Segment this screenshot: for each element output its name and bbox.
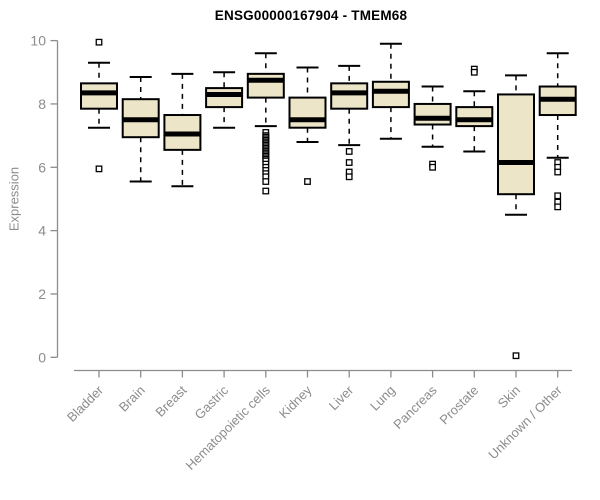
outlier-unknown-other-5 — [554, 203, 562, 211]
box-plot-gastric — [205, 71, 244, 129]
iqr-box-bladder — [80, 82, 118, 110]
box-plot-prostate — [455, 65, 494, 153]
x-tick-label-kidney: Kidney — [276, 382, 315, 421]
outlier-kidney-0 — [304, 178, 311, 185]
x-tick-label-prostate: Prostate — [437, 383, 482, 428]
iqr-box-liver — [330, 82, 369, 110]
x-tick-label-unknown-other: Unknown / Other — [485, 382, 565, 462]
iqr-box-gastric — [205, 87, 244, 109]
iqr-box-pancreas — [413, 102, 452, 126]
box-plot-unknown-other — [538, 52, 577, 211]
iqr-box-hematopoietic-cells — [246, 72, 285, 99]
y-tick-label-6: 6 — [38, 159, 46, 175]
chart-title: ENSG00000167904 - TMEM68 — [214, 8, 408, 23]
outlier-unknown-other-2 — [554, 168, 562, 176]
outlier-unknown-other-3 — [554, 192, 562, 200]
iqr-box-skin — [497, 93, 535, 196]
iqr-box-kidney — [288, 96, 327, 129]
outlier-liver-3 — [345, 173, 353, 181]
outlier-liver-0 — [345, 148, 353, 155]
box-plot-brain — [121, 76, 160, 183]
x-tick-label-lung: Lung — [367, 383, 398, 414]
box-plot-liver — [330, 64, 369, 181]
outlier-skin-0 — [512, 352, 520, 360]
outlier-hematopoietic-cells-24 — [262, 187, 270, 195]
outlier-hematopoietic-cells-23 — [262, 178, 270, 185]
y-tick-label-4: 4 — [38, 223, 46, 239]
y-tick-label-0: 0 — [38, 349, 46, 365]
x-tick-label-skin: Skin — [495, 383, 523, 411]
outlier-bladder-1 — [95, 165, 103, 173]
y-tick-label-10: 10 — [30, 33, 46, 49]
outlier-prostate-1 — [470, 68, 478, 76]
outlier-liver-1 — [345, 159, 353, 166]
outlier-pancreas-1 — [429, 163, 437, 171]
y-tick-label-8: 8 — [38, 96, 46, 112]
x-tick-label-brain: Brain — [116, 383, 148, 415]
x-tick-label-pancreas: Pancreas — [390, 382, 440, 432]
y-tick-label-2: 2 — [38, 286, 46, 302]
box-plot-hematopoietic-cells — [246, 52, 285, 195]
x-tick-label-bladder: Bladder — [64, 382, 107, 425]
x-tick-label-breast: Breast — [152, 382, 189, 419]
iqr-box-lung — [371, 80, 410, 109]
x-tick-label-gastric: Gastric — [192, 382, 232, 422]
iqr-box-prostate — [455, 106, 494, 128]
box-plot-kidney — [288, 66, 327, 185]
box-plot-bladder — [80, 38, 118, 173]
x-tick-label-liver: Liver — [326, 382, 357, 413]
box-plot-pancreas — [413, 85, 452, 171]
outlier-bladder-0 — [95, 38, 103, 46]
box-plot-lung — [371, 42, 410, 140]
box-plot-skin — [497, 74, 535, 360]
box-plot-breast — [163, 72, 202, 188]
